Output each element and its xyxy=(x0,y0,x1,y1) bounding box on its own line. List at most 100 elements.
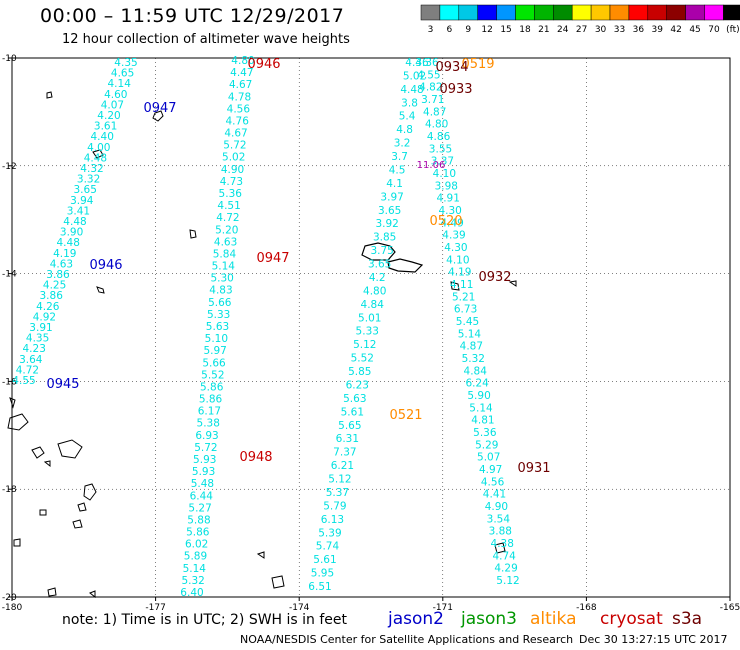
swh-value: 5.63 xyxy=(206,321,229,333)
swh-value: 6.17 xyxy=(198,406,221,418)
colorbar-swatch xyxy=(477,4,497,21)
swh-value: 4.35 xyxy=(114,57,137,69)
y-tick-label: -12 xyxy=(2,162,17,172)
swh-value: 4.73 xyxy=(220,176,243,188)
swh-value: 5.20 xyxy=(215,224,238,236)
swh-value: 5.79 xyxy=(323,500,346,512)
colorbar-label: 21 xyxy=(538,25,549,35)
y-tick-label: -18 xyxy=(2,485,17,495)
swh-value: 5.65 xyxy=(338,420,361,432)
swh-value: 4.63 xyxy=(214,236,237,248)
swh-value: 6.93 xyxy=(195,430,218,442)
pass-time-label: 0521 xyxy=(389,408,422,423)
swh-value: 5.86 xyxy=(186,527,210,539)
swh-value: 4.41 xyxy=(483,489,506,501)
swh-value: 4.36 xyxy=(405,57,429,69)
swh-value: 3.90 xyxy=(60,227,83,239)
swh-value: 3.71 xyxy=(421,94,444,106)
swh-value: 4.10 xyxy=(433,168,456,180)
colorbar-swatch xyxy=(685,4,705,21)
swh-value: 4.92 xyxy=(33,311,56,323)
swh-value: 3.64 xyxy=(19,354,43,366)
swh-value: 4.80 xyxy=(425,119,448,131)
swh-value: 5.61 xyxy=(341,406,364,418)
swh-value: 5.66 xyxy=(202,357,226,369)
swh-value: 3.85 xyxy=(373,232,396,244)
swh-value: 5.61 xyxy=(313,554,336,566)
swh-value: 5.12 xyxy=(353,339,376,351)
swh-value: 4.65 xyxy=(111,68,134,80)
colorbar-label: 12 xyxy=(481,25,492,35)
map-subtitle: 12 hour collection of altimeter wave hei… xyxy=(62,32,350,47)
swh-value: 3.7 xyxy=(391,151,408,163)
swh-value: 3.98 xyxy=(435,180,458,192)
colorbar-swatch xyxy=(609,4,630,21)
pass-time-label: 0933 xyxy=(439,82,472,97)
swh-value: 4.63 xyxy=(50,258,73,270)
swh-value: 5.84 xyxy=(213,248,237,260)
colorbar-label: 45 xyxy=(689,25,700,35)
swh-value: 4.74 xyxy=(492,550,516,562)
swh-value: 5.02 xyxy=(403,70,426,82)
swh-value: 4.26 xyxy=(36,301,60,313)
swh-value: 4.1 xyxy=(386,178,403,190)
swh-value: 4.10 xyxy=(446,254,469,266)
swh-value: 4.67 xyxy=(224,128,247,140)
swh-value: 5.95 xyxy=(311,568,334,580)
swh-value: 7.37 xyxy=(333,447,356,459)
swh-value: 6.21 xyxy=(331,460,354,472)
colorbar-label: 6 xyxy=(446,25,452,35)
swh-value: 4.48 xyxy=(63,216,86,228)
swh-value: 3.88 xyxy=(489,526,512,538)
swh-value: 4.80 xyxy=(231,55,254,67)
swh-value: 4.56 xyxy=(481,476,505,488)
swh-value: 4.55 xyxy=(12,375,35,387)
swh-value: 5.14 xyxy=(212,261,236,273)
swh-value: 4.49 xyxy=(440,217,463,229)
swh-value: 6.02 xyxy=(185,539,208,551)
swh-value: 4.36 xyxy=(415,57,439,69)
pass-time-label: 0947 xyxy=(256,251,289,266)
colorbar-label: 30 xyxy=(595,25,607,35)
swh-value: 5.63 xyxy=(343,393,366,405)
swh-value: 4.14 xyxy=(108,78,132,90)
island-tutuila xyxy=(387,258,424,273)
legend-altika: altika xyxy=(530,609,577,629)
swh-value: 5.32 xyxy=(181,575,204,587)
colorbar-swatch xyxy=(515,4,535,21)
swh-value: 4.76 xyxy=(226,115,250,127)
colorbar-swatch xyxy=(534,4,554,21)
swh-value: 5.52 xyxy=(351,353,374,365)
swh-value: 4.48 xyxy=(57,237,80,249)
swh-value: 5.14 xyxy=(183,563,207,575)
swh-value: 6.51 xyxy=(308,581,331,593)
swh-value: 6.73 xyxy=(454,304,477,316)
swh-value: 5.52 xyxy=(201,369,224,381)
swh-value: 6.40 xyxy=(180,587,203,599)
swh-value: 5.30 xyxy=(210,273,233,285)
swh-value: 3.65 xyxy=(368,259,391,271)
swh-value: 4.80 xyxy=(363,285,386,297)
footer-note: note: 1) Time is in UTC; 2) SWH is in fe… xyxy=(62,612,348,628)
colorbar-label: 24 xyxy=(557,25,569,35)
y-tick-label: -14 xyxy=(2,270,17,280)
swh-tracks: 4.354.654.144.604.074.203.614.404.004.48… xyxy=(12,55,519,599)
swh-value: 5.93 xyxy=(192,466,215,478)
swh-value: 4.84 xyxy=(464,365,488,377)
colorbar-label: (ft) xyxy=(726,25,740,35)
colorbar-swatch xyxy=(571,4,592,21)
swh-value: 4.60 xyxy=(104,89,127,101)
pass-time-label: 0931 xyxy=(517,461,550,476)
swh-value: 5.93 xyxy=(193,454,216,466)
y-tick-label: -20 xyxy=(2,593,17,603)
pass-time-label: 0946 xyxy=(89,258,122,273)
swh-value: 5.01 xyxy=(358,312,381,324)
swh-value: 3.92 xyxy=(375,218,398,230)
swh-value: 5.14 xyxy=(469,402,493,414)
swh-value: 4.48 xyxy=(84,152,107,164)
swh-value: 4.8 xyxy=(396,124,413,136)
map-title: 00:00 – 11:59 UTC 12/29/2017 xyxy=(40,5,345,27)
swh-value: 3.75 xyxy=(370,245,393,257)
colorbar-label: 39 xyxy=(652,25,664,35)
